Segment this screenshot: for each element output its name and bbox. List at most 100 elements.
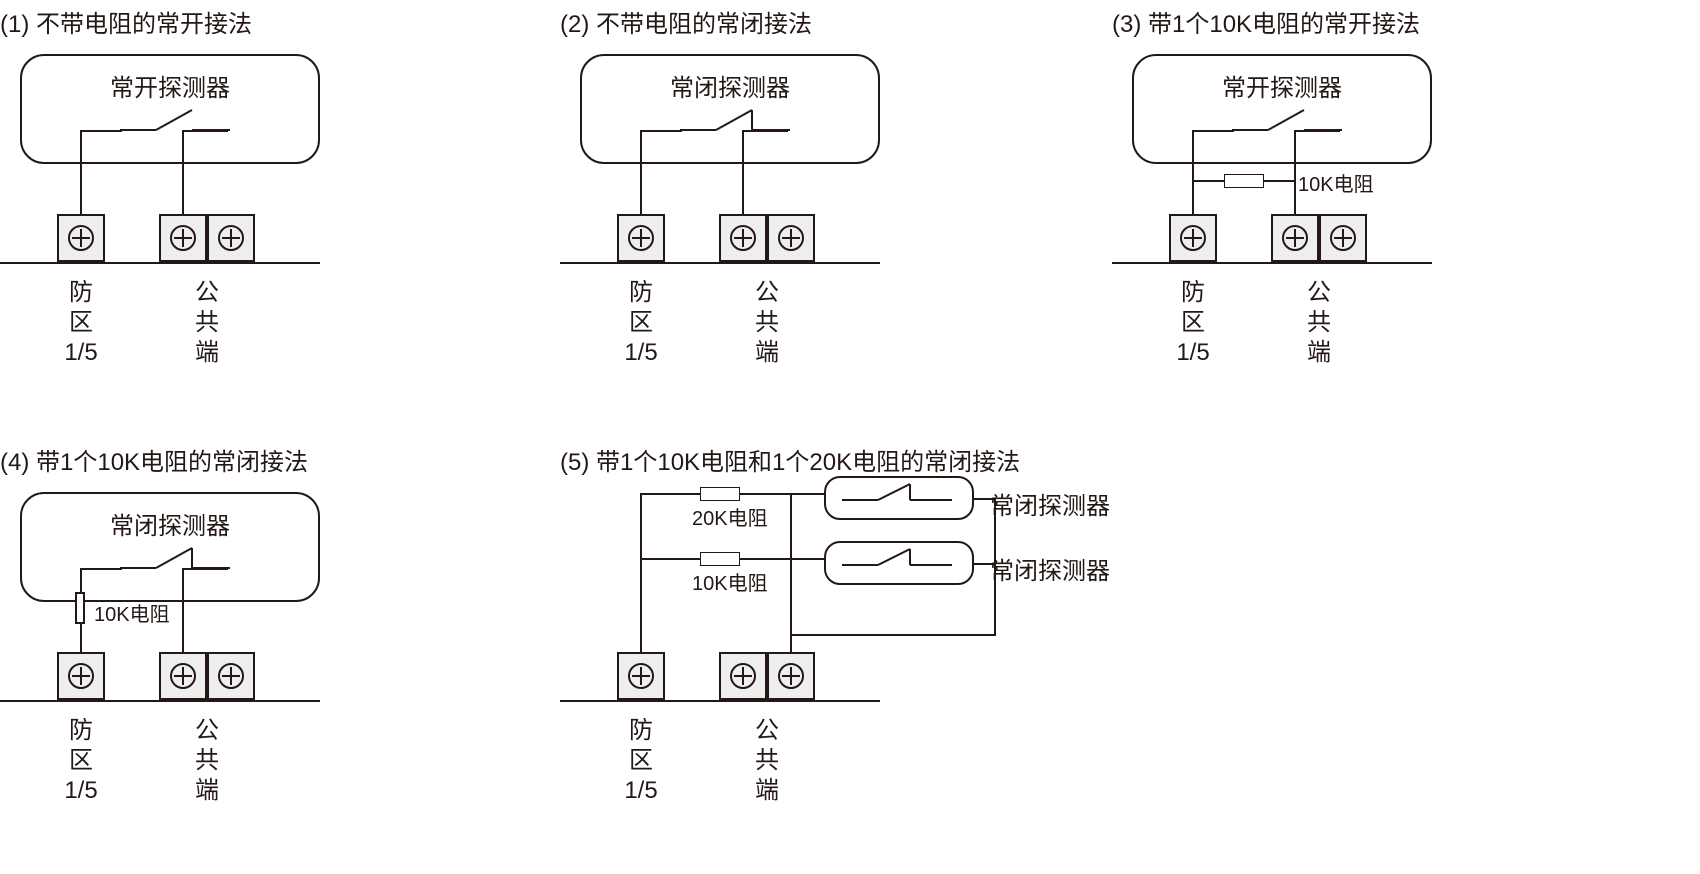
panel-4-title: (4) 带1个10K电阻的常闭接法: [0, 442, 308, 477]
terminal-common-1b: [207, 214, 255, 262]
common-label-3: 公 共 端: [1295, 278, 1343, 368]
zone-l2: 区: [69, 309, 93, 336]
terminal-zone-3: [1169, 214, 1217, 262]
plus-icon: [66, 661, 96, 691]
plus-icon: [728, 223, 758, 253]
panel-4: (4) 带1个10K电阻的常闭接法 常闭探测器 10K电阻 防 区 1/5 公 …: [0, 438, 500, 868]
terminal-common-3a: [1271, 214, 1319, 262]
zone-label-5: 防 区 1/5: [617, 716, 665, 806]
panel-3-title: (3) 带1个10K电阻的常开接法: [1112, 4, 1420, 39]
wire-5-top-ret-h: [974, 498, 996, 500]
baseline-2: [560, 262, 880, 264]
terminal-common-4a: [159, 652, 207, 700]
wire-4-right: [182, 568, 184, 652]
zone-label-4: 防 区 1/5: [57, 716, 105, 806]
common-l3: 端: [195, 339, 219, 366]
wire-2-right-h: [742, 130, 788, 132]
detector-label-3: 常开探测器: [1222, 68, 1342, 103]
plus-icon: [168, 661, 198, 691]
wire-4-left-top: [80, 568, 82, 592]
wire-3-right-h: [1294, 130, 1340, 132]
wire-4-left-h: [80, 568, 122, 570]
detector-5a-label: 常闭探测器: [990, 486, 1110, 521]
baseline-4: [0, 700, 320, 702]
panel-5-title: (5) 带1个10K电阻和1个20K电阻的常闭接法: [560, 442, 1020, 477]
baseline-1: [0, 262, 320, 264]
wire-1-right-h: [182, 130, 228, 132]
panel-5: (5) 带1个10K电阻和1个20K电阻的常闭接法 20K电阻 常闭探测器 10…: [560, 438, 1340, 868]
common-l1: 公: [195, 279, 219, 306]
wire-5-left-v: [640, 493, 642, 652]
switch-no-3: [1232, 102, 1342, 138]
terminal-common-2a: [719, 214, 767, 262]
terminal-common-4b: [207, 652, 255, 700]
terminal-zone-1: [57, 214, 105, 262]
baseline-3: [1112, 262, 1432, 264]
resistor-4-label: 10K电阻: [94, 598, 170, 627]
wire-5-top-h-mid: [740, 493, 824, 495]
wire-5-top-h-left: [640, 493, 700, 495]
zone-label-1: 防 区 1/5: [57, 278, 105, 368]
panel-1: (1) 不带电阻的常开接法 常开探测器 防 区 1/5 公 共 端: [0, 0, 500, 430]
plus-icon: [168, 223, 198, 253]
zone-label-3: 防 区 1/5: [1169, 278, 1217, 368]
terminal-common-5a: [719, 652, 767, 700]
resistor-3-body: [1224, 174, 1264, 188]
switch-nc-5a: [842, 480, 952, 508]
plus-icon: [626, 223, 656, 253]
switch-no-1: [120, 102, 230, 138]
wire-3-left-h: [1192, 130, 1234, 132]
wire-5-bot-h-left: [640, 558, 700, 560]
plus-icon: [216, 223, 246, 253]
terminal-common-2b: [767, 214, 815, 262]
wire-1-right: [182, 130, 184, 214]
panel-1-title: (1) 不带电阻的常开接法: [0, 4, 252, 39]
wire-5-top-ret-h2: [790, 634, 996, 636]
plus-icon: [216, 661, 246, 691]
wire-1-left: [80, 130, 82, 214]
wire-4-right-h: [182, 568, 228, 570]
wire-3-left: [1192, 130, 1194, 214]
plus-icon: [1178, 223, 1208, 253]
wire-5-bot-ret-h: [974, 563, 996, 565]
wire-1-left-h: [80, 130, 122, 132]
plus-icon: [1328, 223, 1358, 253]
detector-5b-label: 常闭探测器: [990, 551, 1110, 586]
switch-nc-4: [120, 540, 230, 576]
common-l2: 共: [195, 309, 219, 336]
plus-icon: [728, 661, 758, 691]
wire-2-left-h: [640, 130, 682, 132]
detector-label-2: 常闭探测器: [670, 68, 790, 103]
zone-label-2: 防 区 1/5: [617, 278, 665, 368]
resistor-4-body: [75, 592, 85, 624]
panel-2-title: (2) 不带电阻的常闭接法: [560, 4, 812, 39]
terminal-common-5b: [767, 652, 815, 700]
resistor-3-label: 10K电阻: [1298, 168, 1374, 197]
panel-2: (2) 不带电阻的常闭接法 常闭探测器 防 区 1/5 公 共 端: [560, 0, 1060, 430]
wire-5-bot-h-mid: [740, 558, 824, 560]
wire-2-left: [640, 130, 642, 214]
terminal-common-1a: [159, 214, 207, 262]
terminal-zone-4: [57, 652, 105, 700]
plus-icon: [1280, 223, 1310, 253]
zone-l3: 1/5: [64, 339, 97, 366]
common-label-5: 公 共 端: [743, 716, 791, 806]
common-label-1: 公 共 端: [183, 278, 231, 368]
resistor-5-top: [700, 487, 740, 501]
baseline-5: [560, 700, 880, 702]
terminal-zone-5: [617, 652, 665, 700]
plus-icon: [776, 661, 806, 691]
wire-4-left-bot: [80, 624, 82, 652]
plus-icon: [776, 223, 806, 253]
switch-nc-5b: [842, 545, 952, 573]
plus-icon: [66, 223, 96, 253]
terminal-common-3b: [1319, 214, 1367, 262]
wire-5-common-v: [790, 493, 792, 652]
common-label-4: 公 共 端: [183, 716, 231, 806]
detector-label-1: 常开探测器: [110, 68, 230, 103]
wire-2-right: [742, 130, 744, 214]
zone-l1: 防: [69, 279, 93, 306]
resistor-5-bot: [700, 552, 740, 566]
resistor-5-bot-label: 10K电阻: [692, 567, 768, 596]
switch-nc-2: [680, 102, 790, 138]
